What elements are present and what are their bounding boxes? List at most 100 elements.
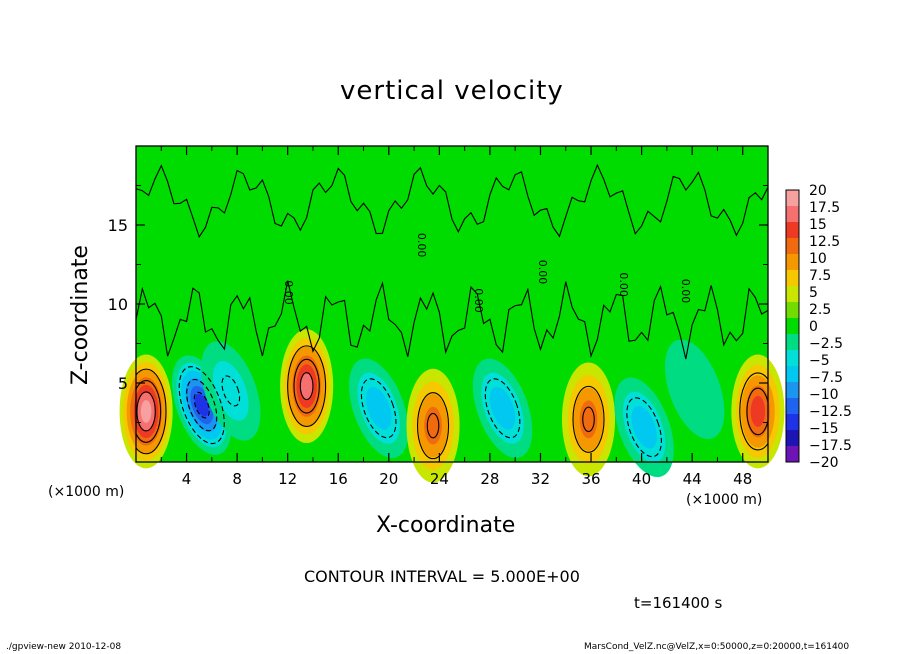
x-tick-label: 32 [531,470,550,488]
velocity-band [664,339,725,440]
velocity-cell [472,358,533,459]
colorbar-label: 2.5 [809,302,831,318]
contour-line [746,387,768,436]
footer-right: MarsCond_VelZ.nc@VelZ,x=0:50000,z=0:2000… [584,642,850,652]
colorbar-label: 17.5 [809,200,840,216]
colorbar-label: 5 [809,285,818,301]
x-axis-ticks: 4 8 12 16 20 24 28 32 36 40 44 48 [160,146,752,488]
colorbar-swatch [786,190,799,207]
colorbar-label: −2.5 [809,336,843,352]
contour-label: 0.00 [617,272,630,297]
velocity-band [365,386,392,430]
colorbar-label: −12.5 [809,404,852,420]
colorbar-swatch [786,398,799,415]
colorbar-label: 15 [809,217,827,233]
velocity-band [194,393,209,417]
colorbar-swatch [786,286,799,303]
time-stamp: t=161400 s [634,594,723,612]
contour-label: 0.00 [536,260,549,285]
contour-interval: CONTOUR INTERVAL = 5.000E+00 [304,567,580,586]
contour-line [221,375,241,407]
colorbar-label: 7.5 [809,268,831,284]
colorbar-label: −20 [809,455,839,471]
colorbar-label: −10 [809,387,839,403]
x-tick-label: 28 [480,470,499,488]
zero-contour-upper [136,163,768,239]
colorbar-swatch [786,318,799,335]
x-tick-label: 16 [329,470,348,488]
velocity-band [212,361,249,421]
velocity-band [489,386,516,430]
colorbar-label: 0 [809,319,818,335]
contour-lines: 0.00 0.00 0.00 0.00 0.00 0.00 [136,163,768,460]
contour-line [178,366,225,445]
velocity-band [579,400,598,439]
x-tick-label: 44 [683,470,702,488]
colorbar-swatch [786,334,799,351]
x-tick-label: 20 [379,470,398,488]
contour-line [136,380,162,443]
colorbar-label: −7.5 [809,370,843,386]
colorbar-label: −5 [809,353,830,369]
x-tick-label: 48 [733,470,752,488]
footer-left: ./gpview-new 2010-12-08 [6,642,122,652]
x-tick-label: 12 [278,470,297,488]
velocity-cell [561,362,616,477]
x-axis-unit: (×1000 m) [686,492,763,508]
velocity-cell [406,368,460,483]
y-axis-ticks: 5 10 15 [108,185,768,423]
x-tick-label: 8 [232,470,242,488]
contour-label: 0.00 [679,279,692,304]
colorbar: 2017.51512.5107.552.50−2.5−5−7.5−10−12.5… [785,183,852,471]
contour-group: 0.00 0.00 0.00 0.00 0.00 0.00 [136,163,768,460]
colorbar-swatch [786,366,799,383]
velocity-band [424,406,442,445]
colorbar-swatch [786,414,799,431]
velocity-band [300,373,313,400]
contour-line [572,385,605,453]
contour-line [416,392,450,460]
colorbar-label: 20 [809,183,827,199]
zero-contour [136,280,768,360]
x-tick-label: 24 [430,470,449,488]
contour-line [193,391,210,419]
velocity-cell [119,354,173,469]
contour-line [186,378,218,432]
contour-line [626,397,662,458]
contour-line [426,412,440,439]
contour-line [360,378,397,439]
velocity-band [750,395,766,427]
colorbar-swatch [786,270,799,287]
colorbar-label: 10 [809,251,827,267]
contour-line [484,378,521,439]
x-tick-label: 4 [182,470,192,488]
contour-label: 0.00 [282,280,295,305]
colorbar-swatch [786,302,799,319]
colorbar-frame [785,189,800,463]
velocity-band [631,405,657,449]
contour-line [299,372,314,401]
contour-label: 0.00 [415,233,428,258]
colorbar-swatch [786,254,799,271]
colorbar-swatch [786,430,799,447]
chart-title: vertical velocity [340,76,564,106]
velocity-cell [664,339,725,440]
colorbar-swatch [786,222,799,239]
heatmap-field [119,146,785,483]
velocity-cell [731,354,785,469]
y-tick-label: 5 [118,374,128,393]
colorbar-swatch [786,206,799,223]
contour-line [287,345,327,427]
y-tick-label: 15 [108,216,128,235]
contour-line [293,358,320,414]
colorbar-swatch [786,446,799,463]
contour-line [136,368,167,455]
contour-line [739,372,768,451]
colorbar-label: −17.5 [809,438,852,454]
colorbar-swatch [786,382,799,399]
contour-line [582,406,595,433]
colorbar-label: −15 [809,421,839,437]
y-tick-label: 10 [108,295,128,314]
x-tick-label: 36 [581,470,600,488]
contour-label: 0.00 [472,288,485,313]
